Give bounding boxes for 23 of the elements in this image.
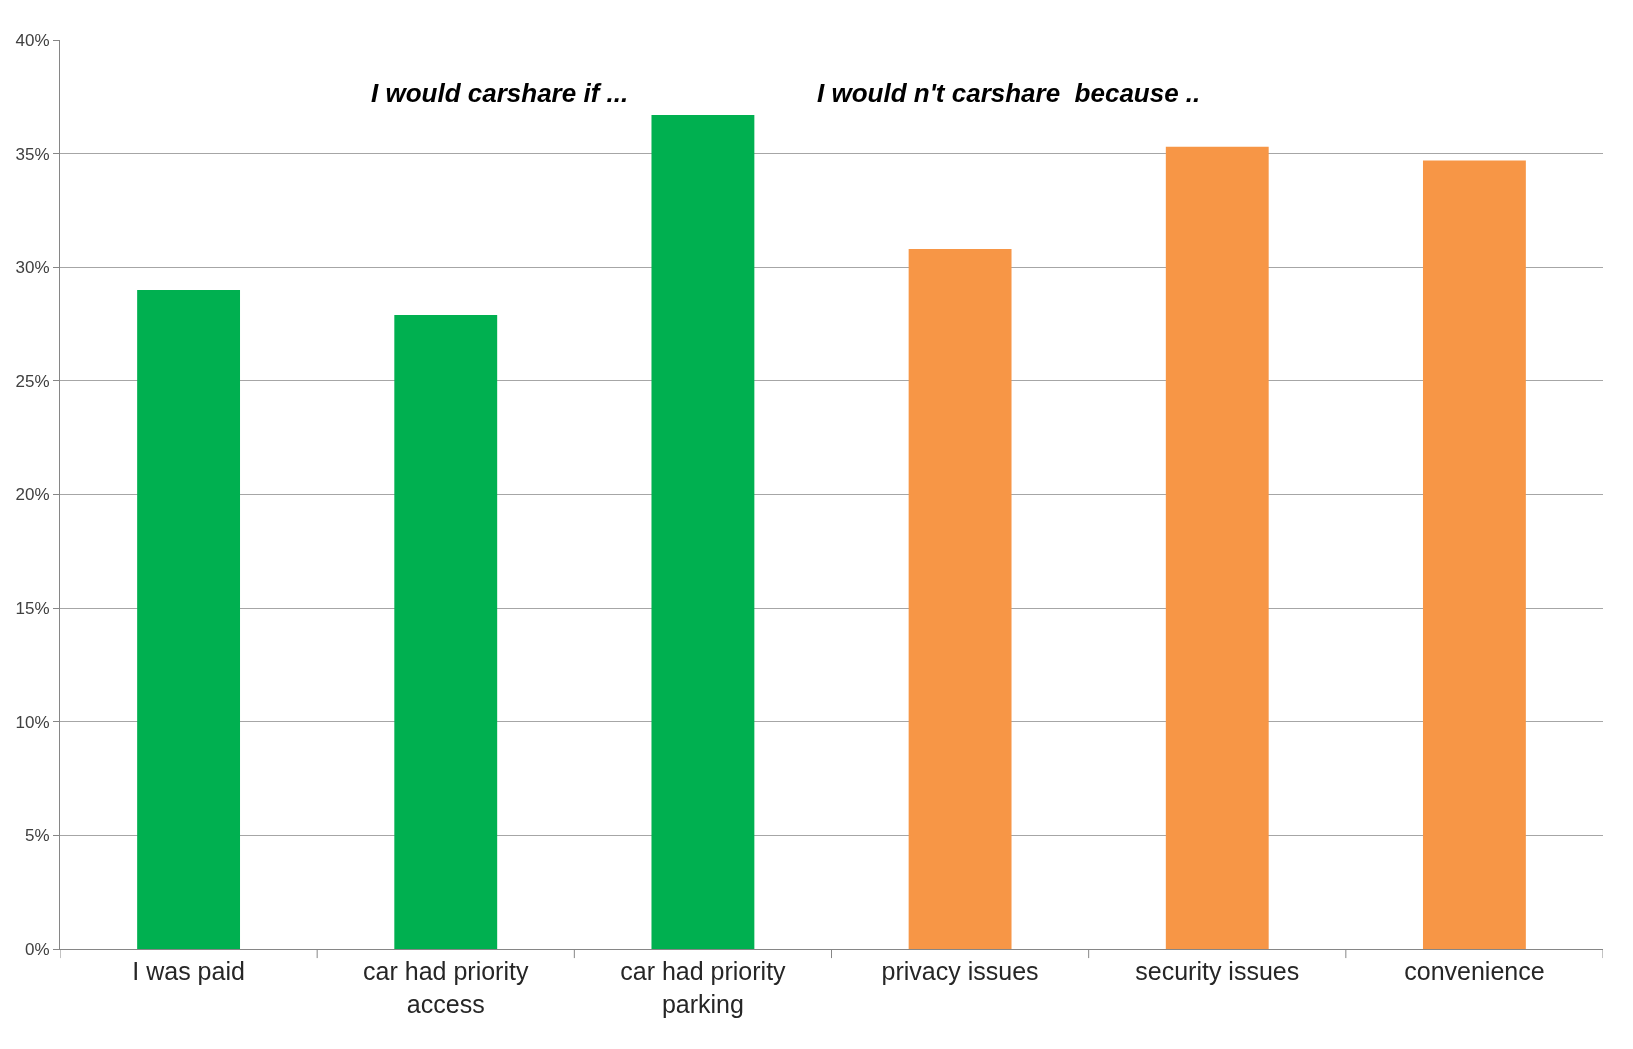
bar <box>1422 160 1526 949</box>
bar <box>1165 146 1269 949</box>
bar <box>651 114 755 949</box>
y-tick-label: 10% <box>15 712 50 732</box>
bar <box>137 289 241 949</box>
y-tick-label: 35% <box>15 144 50 164</box>
y-tick-label: 30% <box>15 258 50 278</box>
bar <box>908 249 1012 949</box>
y-tick-label: 40% <box>15 30 50 50</box>
y-tick-label: 20% <box>15 485 50 505</box>
annotation: I would carshare if ... <box>371 78 629 108</box>
x-tick-label: security issues <box>1135 957 1300 985</box>
y-tick-label: 0% <box>25 939 50 959</box>
y-tick-label: 5% <box>25 826 50 846</box>
annotation: I would n't carshare because .. <box>817 78 1201 108</box>
y-tick-label: 15% <box>15 599 50 619</box>
x-tick-label: convenience <box>1404 957 1545 985</box>
y-tick-label: 25% <box>15 371 50 391</box>
x-tick-label: car had priority parking <box>620 957 787 1018</box>
x-tick-label: privacy issues <box>881 957 1039 985</box>
x-tick-label: I was paid <box>132 957 245 985</box>
bar <box>394 314 498 949</box>
x-tick-label: car had priority access <box>363 957 529 1018</box>
